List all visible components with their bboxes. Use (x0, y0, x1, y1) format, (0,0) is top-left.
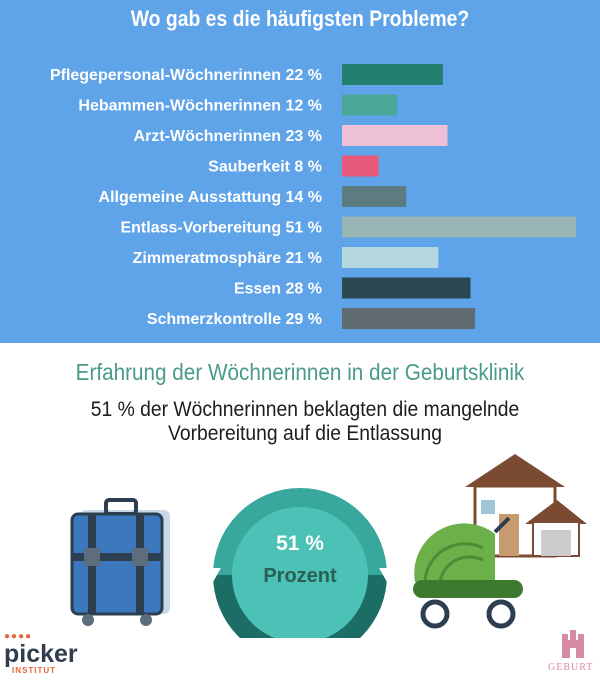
bar-label: Entlass-Vorbereitung 51 % (120, 220, 322, 237)
bar (342, 155, 379, 177)
ring-center (232, 507, 368, 638)
bar-label: Schmerzkontrolle 29 % (147, 311, 322, 328)
bar-label: Hebammen-Wöchnerinnen 12 % (78, 98, 322, 115)
bar-label: Essen 28 % (234, 281, 322, 298)
statement-text: 51 % der Wöchnerinnen beklagten die mang… (61, 398, 549, 446)
statement-line-1: 51 % der Wöchnerinnen beklagten die mang… (90, 398, 520, 421)
chart-panel (0, 0, 600, 343)
bar-label: Arzt-Wöchnerinnen 23 % (134, 128, 322, 145)
chart-title: Wo gab es die häufigsten Probleme? (130, 6, 470, 31)
pie-value: 51 % (276, 532, 324, 555)
bar-label: Pflegepersonal-Wöchnerinnen 22 % (50, 67, 322, 84)
bar (342, 125, 448, 146)
logo-word: picker (4, 640, 78, 668)
bar (342, 247, 439, 268)
bar (342, 308, 476, 329)
arrow-right-icon (379, 568, 395, 582)
bar (342, 94, 398, 116)
bar (342, 186, 407, 207)
statement-line-2: Vorbereitung auf die Entlassung (168, 422, 442, 445)
house-stroller-icon (413, 454, 587, 629)
geburt-logo: GEBURT (548, 662, 594, 673)
pie-unit: Prozent (263, 565, 337, 587)
bar-label: Sauberkeit 8 % (208, 159, 322, 176)
bar (342, 277, 471, 299)
arrow-left-icon (205, 568, 221, 582)
bar-chart: Pflegepersonal-Wöchnerinnen 22 % Hebammen… (50, 64, 576, 329)
picker-logo: ●●●● picker INSTITUT (4, 631, 78, 676)
bar (342, 216, 576, 238)
logo-sub: INSTITUT (12, 666, 56, 675)
logo-dots: ●●●● (4, 631, 33, 642)
section-subtitle: Erfahrung der Wöchnerinnen in der Geburt… (75, 359, 525, 385)
stroller-icon (413, 516, 523, 629)
percent-ring (205, 488, 395, 638)
bar (342, 64, 443, 85)
castle-icon (562, 630, 584, 658)
suitcase-icon (70, 498, 170, 626)
bar-label: Zimmeratmosphäre 21 % (133, 250, 322, 267)
bar-label: Allgemeine Ausstattung 14 % (99, 189, 322, 206)
